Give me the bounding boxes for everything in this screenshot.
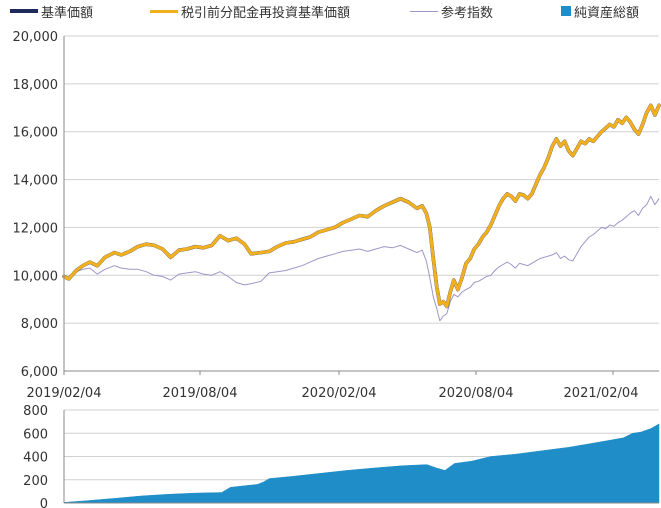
main-chart-gridlines	[64, 35, 659, 324]
main-y-tick-label: 20,000	[13, 30, 59, 45]
legend-item-nav: 基準価額	[10, 3, 94, 21]
legend-swatch-reference-index	[410, 10, 438, 12]
main-y-tick-label: 16,000	[13, 126, 59, 141]
legend-label-net-assets: 純資産総額	[574, 5, 640, 21]
x-axis-tick-labels: 2019/02/04 2019/08/04 2020/02/04 2020/08/04…	[27, 371, 639, 401]
reference-index-line	[63, 195, 660, 322]
net-assets-chart-series	[63, 423, 660, 504]
sub-y-tick-label: 600	[23, 427, 48, 442]
main-chart-y-axis: 6,000 8,000 10,000 12,000 14,000 16,000 18,000…	[13, 30, 59, 380]
main-y-tick-label: 18,000	[13, 78, 59, 93]
sub-y-tick-label: 0	[40, 497, 48, 508]
x-tick-label: 2020/08/04	[439, 386, 514, 401]
x-tick-label: 2021/02/04	[564, 386, 639, 401]
x-tick-label: 2019/08/04	[163, 386, 238, 401]
sub-y-tick-label: 400	[23, 451, 48, 466]
sub-y-tick-label: 200	[23, 474, 48, 489]
legend-swatch-nav	[10, 9, 38, 13]
nav-line	[62, 103, 661, 309]
legend-swatch-reinvested-nav	[150, 9, 178, 13]
legend-item-net-assets: 純資産総額	[561, 3, 640, 21]
main-y-tick-label: 8,000	[21, 317, 58, 332]
net-assets-chart-y-axis: 0 200 400 600 800	[23, 404, 48, 508]
main-chart-series	[62, 103, 661, 322]
legend-label-nav: 基準価額	[41, 5, 94, 21]
sub-y-tick-label: 800	[23, 404, 48, 419]
main-y-tick-label: 14,000	[13, 174, 59, 189]
legend-label-reference-index: 参考指数	[441, 5, 494, 21]
legend-item-reference-index: 参考指数	[410, 3, 494, 21]
net-assets-area	[63, 423, 660, 504]
main-y-tick-label: 10,000	[13, 269, 59, 284]
main-y-tick-label: 6,000	[21, 365, 58, 380]
legend-swatch-net-assets	[561, 6, 571, 16]
legend-label-reinvested-nav: 税引前分配金再投資基準価額	[181, 5, 351, 21]
x-tick-label: 2019/02/04	[27, 386, 102, 401]
x-tick-label: 2020/02/04	[302, 386, 377, 401]
main-y-tick-label: 12,000	[13, 221, 59, 236]
chart-legend: 基準価額 税引前分配金再投資基準価額 参考指数 純資産総額	[0, 0, 661, 24]
legend-item-reinvested-nav: 税引前分配金再投資基準価額	[150, 3, 351, 21]
reinvested-nav-line	[62, 103, 661, 308]
